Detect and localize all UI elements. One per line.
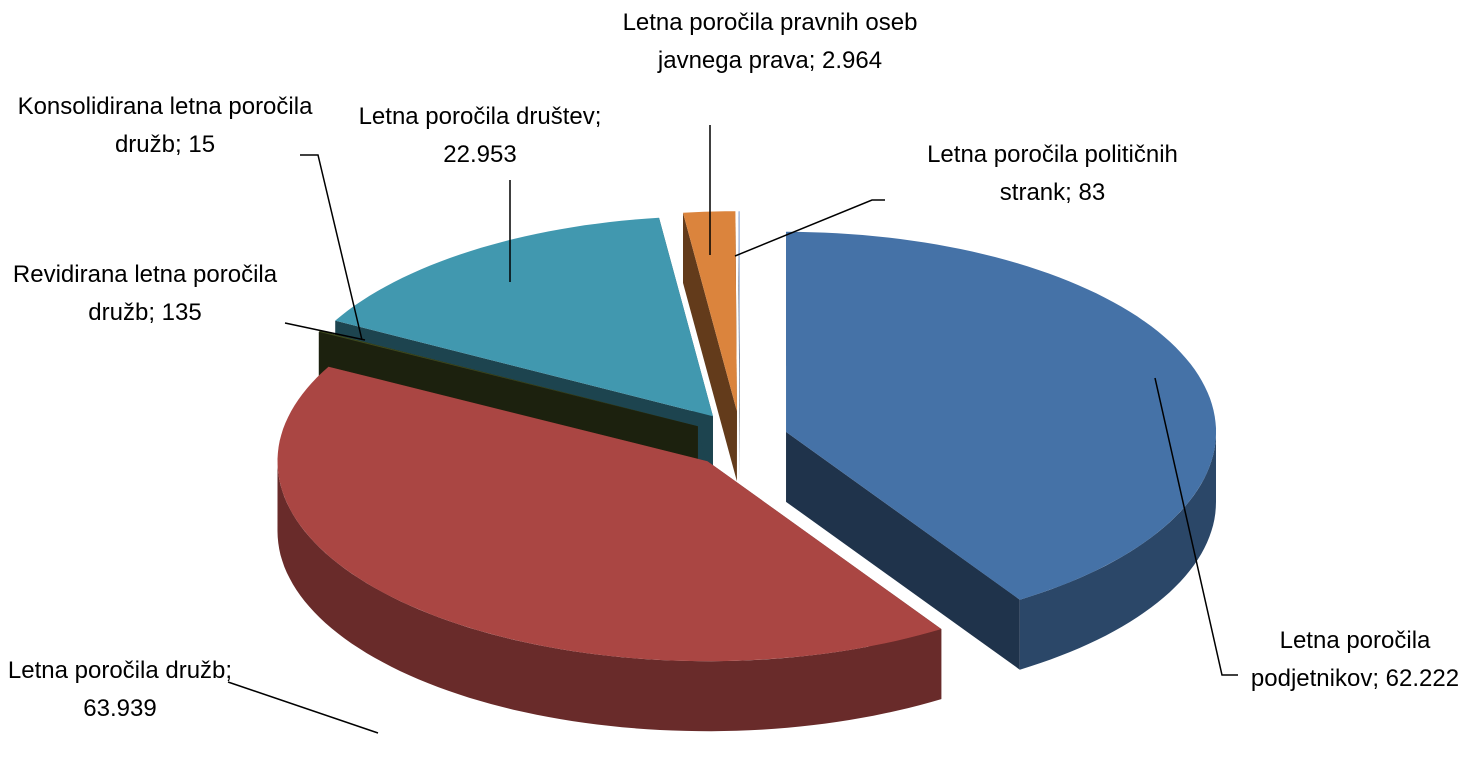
slice: [683, 211, 737, 412]
leader-line: [734, 199, 885, 257]
label-separator: ;: [594, 103, 609, 130]
slice-cut-face: [738, 211, 740, 482]
label-name: Revidirana letna poročila družb: [12, 261, 278, 326]
slice-wall: [1019, 431, 1216, 670]
label-name: Konsolidirana letna poročila družb: [17, 93, 313, 158]
label-value: 15: [188, 131, 216, 158]
slice: [320, 330, 698, 427]
leader-line: [284, 322, 366, 341]
slice-cut-face: [682, 212, 737, 482]
data-label: Letna poročila družb; 63.939: [0, 652, 240, 728]
data-label: Revidirana letna poročila družb; 135: [0, 256, 290, 332]
slice: [335, 217, 713, 417]
label-separator: ;: [1065, 179, 1079, 206]
slice: [786, 231, 1216, 600]
label-value: 83: [1078, 179, 1106, 206]
leader-line: [227, 681, 379, 734]
data-label: Letna poročila pravnih oseb javnega prav…: [620, 4, 920, 80]
label-name: Letna poročila društev: [358, 103, 595, 130]
leader-line: [300, 154, 363, 341]
label-separator: ;: [225, 657, 239, 684]
data-label: Letna poročila podjetnikov; 62.222: [1225, 622, 1482, 698]
leader-line: [1154, 377, 1238, 676]
label-value: 63.939: [83, 695, 157, 722]
label-separator: ;: [175, 131, 189, 158]
slice: [318, 330, 698, 427]
label-separator: ;: [808, 47, 823, 74]
slice: [738, 211, 740, 412]
label-name: Letna poročila pravnih oseb javnega prav…: [622, 9, 918, 74]
label-value: 62.222: [1385, 665, 1460, 692]
label-separator: ;: [148, 299, 162, 326]
label-name: Letna poročila družb: [7, 657, 226, 684]
slice-wall: [277, 461, 942, 732]
data-label: Letna poročila političnih strank; 83: [915, 136, 1190, 212]
label-name: Letna poročila političnih strank: [927, 141, 1178, 206]
data-label: Letna poročila društev; 22.953: [355, 98, 605, 174]
label-value: 22.953: [443, 141, 517, 168]
label-value: 2.964: [822, 47, 883, 74]
label-name: Letna poročila podjetnikov: [1250, 627, 1431, 692]
data-label: Konsolidirana letna poročila družb; 15: [10, 88, 320, 164]
label-value: 135: [161, 299, 202, 326]
slice-cut-face: [786, 431, 1020, 670]
label-separator: ;: [1372, 665, 1386, 692]
slice: [277, 366, 942, 662]
